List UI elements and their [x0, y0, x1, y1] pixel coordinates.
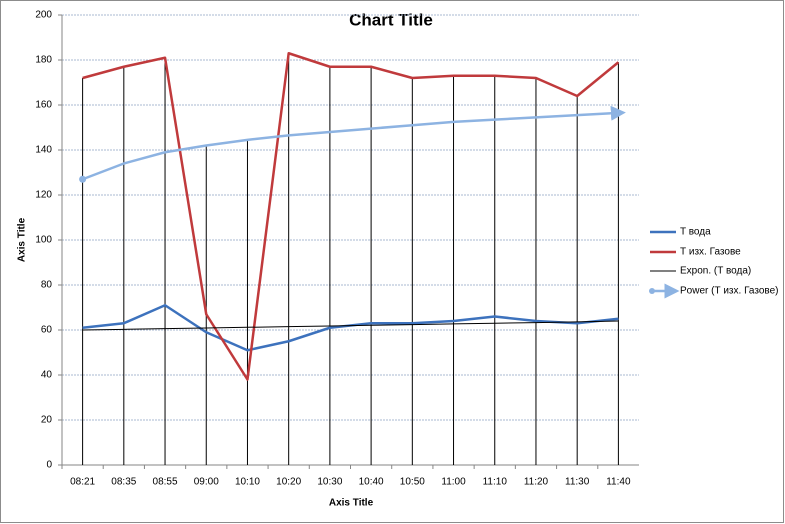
x-tick-label: 10:40 — [359, 477, 384, 488]
y-tick-label: 140 — [35, 145, 52, 156]
trend-start-marker — [79, 175, 87, 183]
series-line — [82, 320, 619, 331]
x-tick-label: 11:30 — [565, 477, 590, 488]
y-tick-label: 0 — [46, 460, 52, 471]
y-tick-label: 180 — [35, 55, 52, 66]
y-axis-title: Axis Title — [17, 217, 28, 262]
y-tick-label: 60 — [41, 325, 53, 336]
y-tick-label: 80 — [41, 280, 53, 291]
legend-label: Power (Т изх. Газове) — [680, 286, 779, 297]
x-tick-label: 08:55 — [153, 477, 178, 488]
y-tick-label: 40 — [41, 370, 53, 381]
y-tick-label: 200 — [35, 10, 52, 21]
x-tick-label: 10:30 — [317, 477, 342, 488]
x-tick-label: 10:20 — [276, 477, 301, 488]
y-tick-label: 160 — [35, 100, 52, 111]
x-tick-label: 08:21 — [70, 477, 95, 488]
x-tick-label: 09:00 — [194, 477, 219, 488]
chart-title: Chart Title — [349, 10, 433, 29]
y-tick-label: 100 — [35, 235, 52, 246]
series-line — [82, 52, 620, 381]
legend-label: Т изх. Газове — [680, 247, 741, 258]
legend-label: T вода — [680, 227, 711, 238]
x-tick-label: 10:10 — [235, 477, 260, 488]
x-tick-label: 11:40 — [606, 477, 631, 488]
x-tick-label: 10:50 — [400, 477, 425, 488]
y-tick-label: 20 — [41, 415, 53, 426]
legend-label: Expon. (T вода) — [680, 266, 751, 277]
x-tick-label: 08:35 — [111, 477, 136, 488]
series-line — [82, 105, 626, 181]
y-tick-label: 120 — [35, 190, 52, 201]
x-tick-label: 11:10 — [483, 477, 508, 488]
x-tick-label: 11:20 — [524, 477, 549, 488]
x-axis-title: Axis Title — [329, 498, 374, 509]
x-tick-label: 11:00 — [441, 477, 466, 488]
